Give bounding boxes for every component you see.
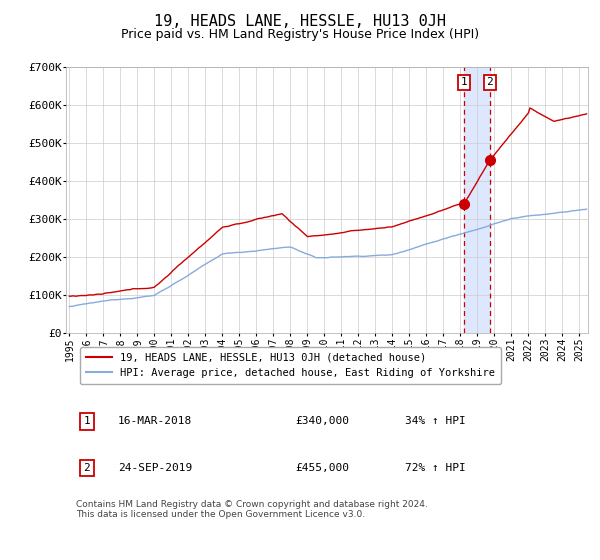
Text: 34% ↑ HPI: 34% ↑ HPI [406, 416, 466, 426]
Text: £455,000: £455,000 [296, 463, 350, 473]
Text: 2: 2 [83, 463, 90, 473]
Text: 24-SEP-2019: 24-SEP-2019 [118, 463, 193, 473]
Legend: 19, HEADS LANE, HESSLE, HU13 0JH (detached house), HPI: Average price, detached : 19, HEADS LANE, HESSLE, HU13 0JH (detach… [80, 347, 502, 384]
Bar [464, 67, 490, 333]
Text: Contains HM Land Registry data © Crown copyright and database right 2024.
This d: Contains HM Land Registry data © Crown c… [76, 500, 428, 519]
Text: £340,000: £340,000 [296, 416, 350, 426]
Text: 1: 1 [461, 77, 467, 87]
Text: 16-MAR-2018: 16-MAR-2018 [118, 416, 193, 426]
Text: 19, HEADS LANE, HESSLE, HU13 0JH: 19, HEADS LANE, HESSLE, HU13 0JH [154, 14, 446, 29]
Text: Price paid vs. HM Land Registry's House Price Index (HPI): Price paid vs. HM Land Registry's House … [121, 28, 479, 41]
Text: 72% ↑ HPI: 72% ↑ HPI [406, 463, 466, 473]
Text: 2: 2 [487, 77, 493, 87]
Text: 1: 1 [83, 416, 90, 426]
